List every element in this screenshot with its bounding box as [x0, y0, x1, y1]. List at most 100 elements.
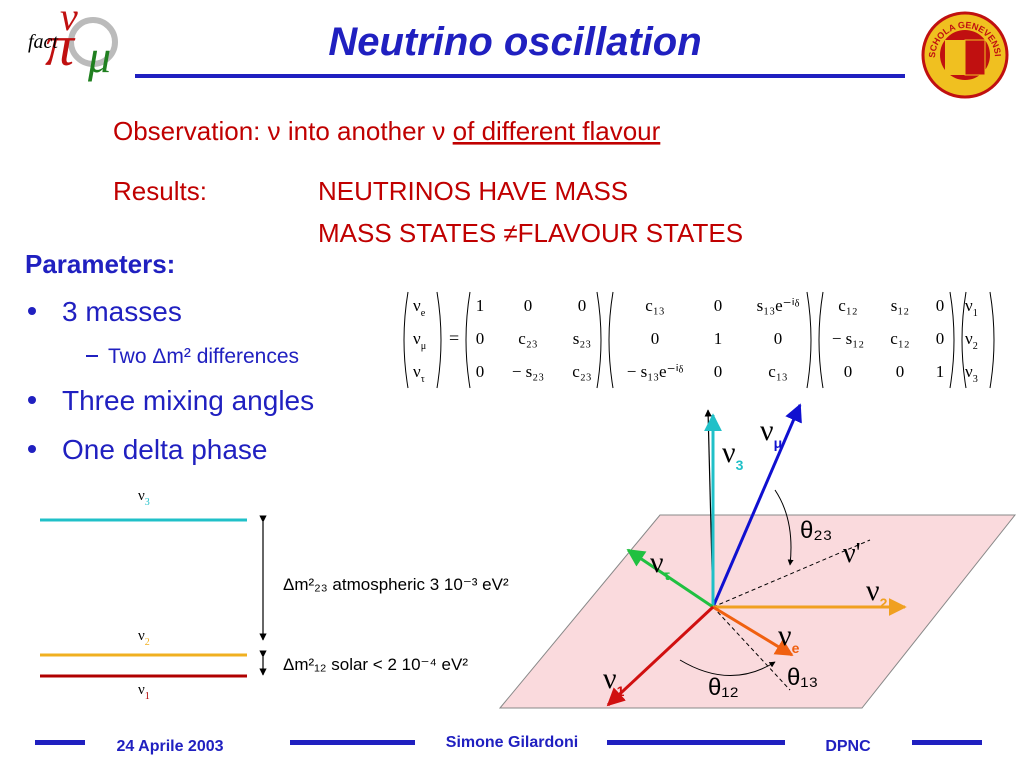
matrix-cell: s₂₃	[573, 329, 592, 348]
symbol: ν	[866, 574, 880, 607]
observation-label: Observation:	[113, 116, 260, 146]
paren	[608, 291, 614, 389]
subscript: e	[792, 640, 800, 656]
matrix-cell: 0	[936, 296, 945, 315]
equals: =	[449, 328, 459, 348]
matrix-cell: 0	[844, 362, 853, 381]
subscript: 3	[145, 497, 150, 508]
fact-logo: π ν μ fact	[28, 0, 118, 82]
subscript: τ	[664, 567, 671, 583]
matrix-cell: 1	[714, 329, 723, 348]
symbol: ν	[413, 329, 421, 348]
svg-text:μ: μ	[87, 31, 111, 82]
symbol: ν	[965, 362, 973, 381]
splitting-label: Δm²₂₃ atmospheric 3 10⁻³ eV²	[283, 575, 509, 594]
svg-text:ν: ν	[60, 0, 78, 39]
matrix-cell: 1	[476, 296, 485, 315]
subscript: e	[421, 308, 426, 319]
rhs-entry: ν1	[965, 296, 978, 319]
svg-text:π: π	[45, 13, 76, 78]
matrix-cell: 0	[651, 329, 660, 348]
symbol: ν	[760, 414, 774, 447]
matrix-cell: 0	[476, 329, 485, 348]
level-label: ν3	[138, 488, 150, 508]
footer-institute: DPNC	[825, 738, 871, 755]
symbol: ν	[138, 628, 145, 644]
vector	[626, 548, 714, 609]
bullet-text: One delta phase	[62, 434, 268, 465]
lhs-entry: ντ	[413, 362, 425, 385]
matrix-cell: 0	[714, 362, 723, 381]
subscript: 1	[617, 683, 625, 699]
parameters-heading: Parameters:	[25, 249, 175, 279]
lhs-entry: νe	[413, 296, 426, 319]
observation: Observation: ν into another ν of differe…	[113, 116, 661, 146]
paren	[961, 291, 967, 389]
mixing-plane	[498, 514, 1017, 709]
subscript: 1	[973, 308, 978, 319]
bullet	[28, 445, 36, 453]
symbol: ν	[603, 662, 617, 695]
subscript: μ	[421, 341, 427, 352]
level-label: ν1	[138, 682, 150, 702]
symbol: ν	[778, 619, 792, 652]
observation-underlined: of different flavour	[453, 116, 661, 146]
vector-label: ν2	[866, 574, 888, 611]
splitting-label: Δm²₁₂ solar < 2 10⁻⁴ eV²	[283, 655, 468, 674]
matrix-cell: − s₁₃e⁻ⁱᵟ	[627, 362, 684, 381]
matrix-cell: − s₂₃	[512, 362, 544, 381]
subscript: 2	[145, 637, 150, 648]
matrix-cell: 0	[476, 362, 485, 381]
vector-label: ν3	[722, 436, 744, 473]
symbol: ν	[413, 296, 421, 315]
paren	[806, 291, 812, 389]
vector	[711, 403, 802, 608]
matrix-cell: 1	[936, 362, 945, 381]
paren	[596, 291, 602, 389]
bullet	[28, 307, 36, 315]
symbol: ν	[965, 329, 973, 348]
symbol: ν	[138, 488, 145, 504]
matrix-cell: − s₁₂	[832, 329, 864, 348]
paren	[436, 291, 442, 389]
subscript: 3	[973, 374, 978, 385]
matrix-cell: c₁₃	[645, 296, 664, 315]
level-label: ν2	[138, 628, 150, 648]
paren	[989, 291, 995, 389]
vector-label: νe	[778, 619, 800, 656]
bullet	[28, 396, 36, 404]
matrix-cell: c₂₃	[572, 362, 591, 381]
symbol: ν	[413, 362, 421, 381]
symbol: ν	[650, 546, 664, 579]
matrix-cell: 0	[774, 329, 783, 348]
bullet-text: Three mixing angles	[62, 385, 314, 416]
subscript: τ	[421, 374, 425, 385]
paren	[403, 291, 409, 389]
matrix-cell: s₁₂	[891, 296, 909, 315]
angle-label: θ₂₃	[800, 517, 832, 544]
lhs-entry: νμ	[413, 329, 427, 352]
matrix-cell: 0	[936, 329, 945, 348]
symbol: ν	[138, 682, 145, 698]
subscript: μ	[774, 435, 783, 451]
symbol: ν	[722, 436, 736, 469]
rhs-entry: ν3	[965, 362, 978, 385]
matrix-cell: c₁₃	[768, 362, 787, 381]
title: Neutrino oscillation	[328, 20, 701, 64]
footer-author: Simone Gilardoni	[446, 734, 578, 751]
bullet-text: 3 masses	[62, 296, 182, 327]
matrix-cell: 0	[714, 296, 723, 315]
subscript: 2	[973, 341, 978, 352]
matrix-cell: 0	[896, 362, 905, 381]
footer-bars	[35, 740, 982, 745]
symbol: ν	[965, 296, 973, 315]
prime-label: ν'	[843, 538, 861, 569]
subscript: 1	[145, 691, 150, 702]
observation-text: ν into another ν	[268, 116, 446, 146]
vector-label: ν1	[603, 662, 625, 699]
angle-label: θ₁₃	[787, 664, 818, 691]
matrix-cell: c₁₂	[890, 329, 909, 348]
